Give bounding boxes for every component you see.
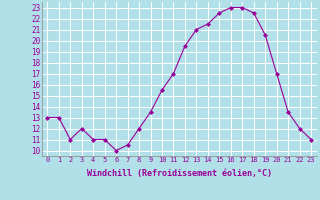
X-axis label: Windchill (Refroidissement éolien,°C): Windchill (Refroidissement éolien,°C) — [87, 169, 272, 178]
